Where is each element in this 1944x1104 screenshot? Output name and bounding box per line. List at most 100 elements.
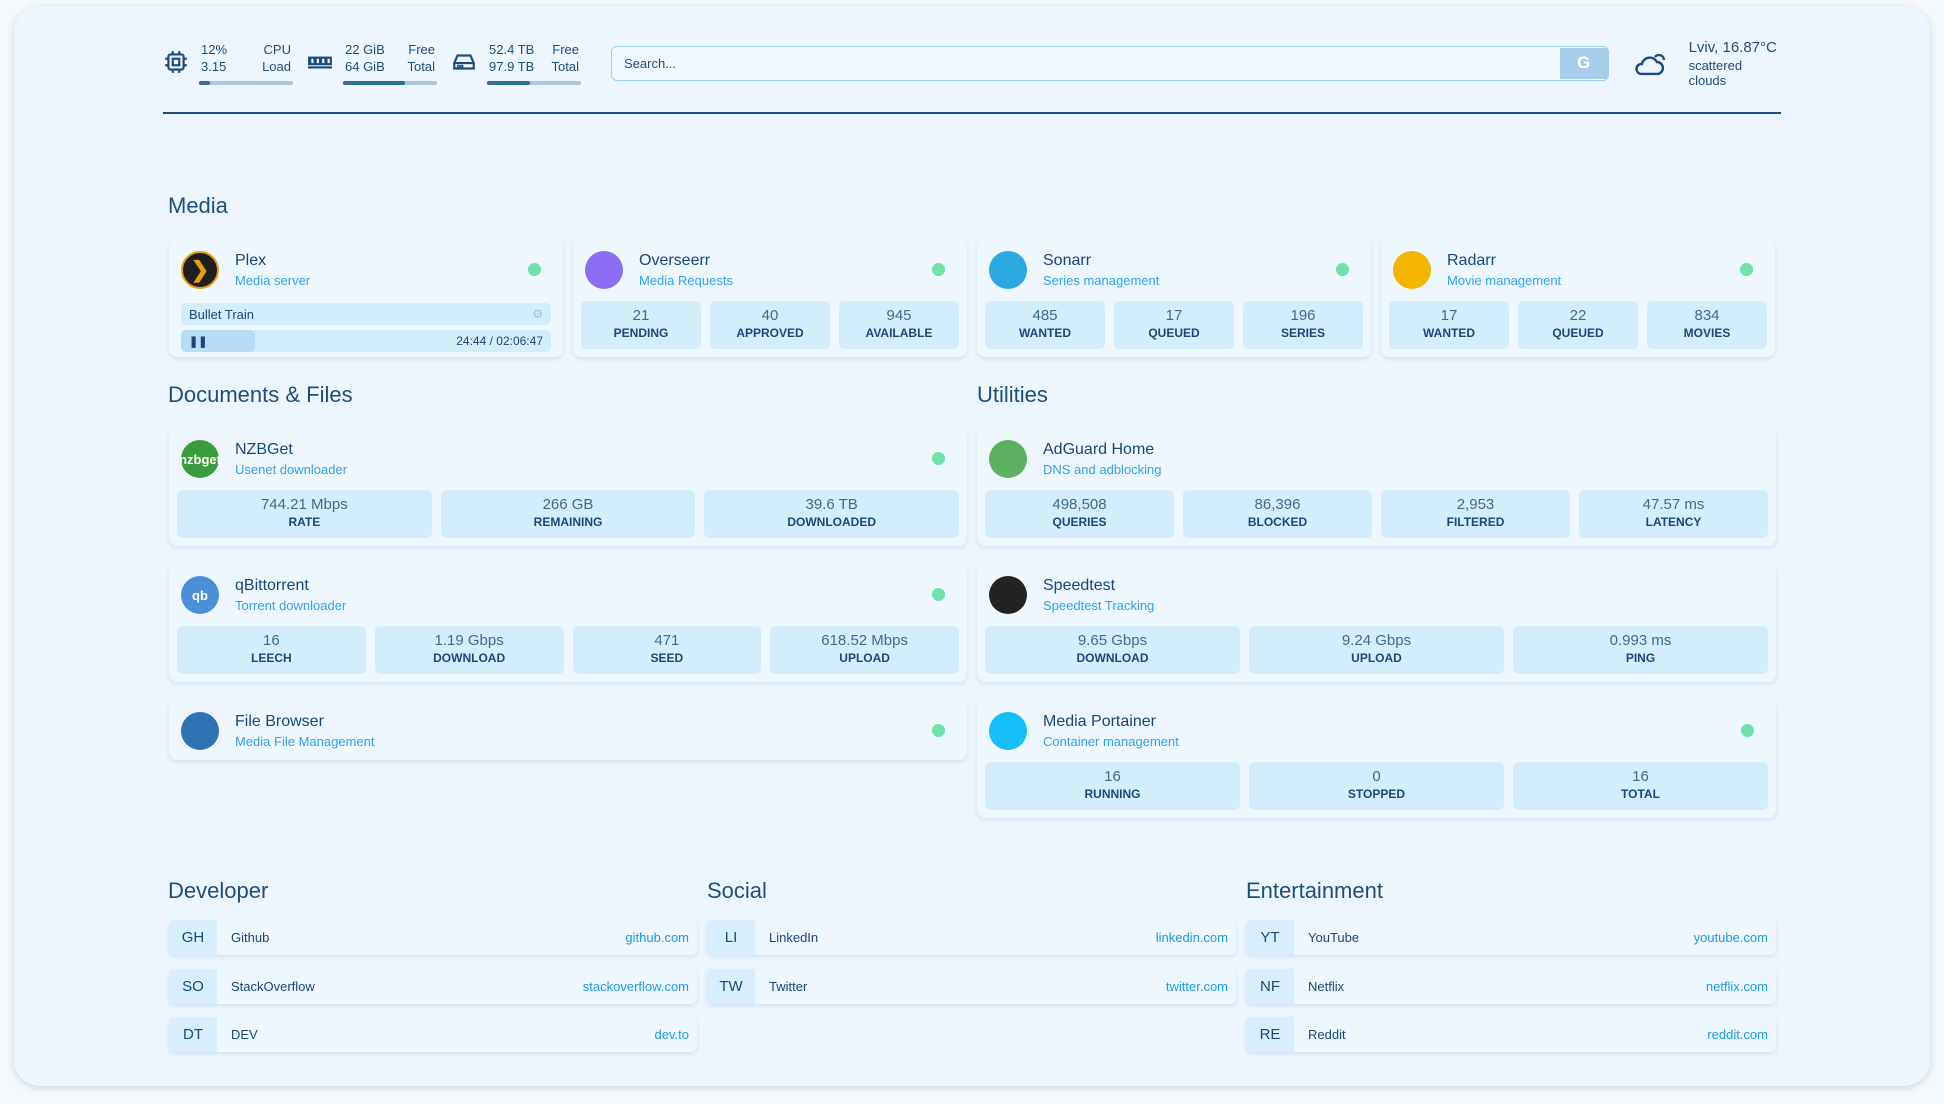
memory-widget: 22 GiB Free 64 GiB Total (307, 41, 437, 85)
stat-blocked: 86,396 BLOCKED (1183, 490, 1372, 538)
stat-wanted: 485 WANTED (985, 301, 1105, 349)
bookmark-url[interactable]: linkedin.com (1155, 930, 1228, 945)
status-indicator (932, 588, 945, 601)
stat-value: 17 (1440, 307, 1458, 324)
disk-widget: 52.4 TB Free 97.9 TB Total (451, 41, 581, 85)
service-name: qBittorrent (235, 577, 309, 594)
bookmark-url[interactable]: twitter.com (1165, 978, 1228, 994)
free-label: Free (408, 42, 435, 57)
bookmark-url[interactable]: stackoverflow.com (582, 978, 689, 994)
service-card-radarr[interactable]: Radarr Movie management 17 WANTED 22 QUEUED 8… (1381, 239, 1775, 357)
section-title-documents: Documents & Files (168, 382, 353, 407)
stat-filtered: 2,953 FILTERED (1381, 490, 1570, 538)
stat-seed: 471 SEED (572, 626, 762, 674)
section-title-media: Media (168, 193, 228, 218)
service-subtitle: Usenet downloader (235, 462, 348, 477)
service-subtitle: Torrent downloader (235, 598, 347, 613)
stat-label: PING (1625, 651, 1656, 665)
playback-progress (181, 330, 255, 352)
bookmark-name: Netflix (1308, 978, 1345, 994)
bookmark-abbr: RE (1246, 1017, 1294, 1052)
memory-bar (343, 81, 437, 85)
stat-total: 16 TOTAL (1513, 762, 1768, 810)
playback-bar[interactable]: ❚❚ 24:44 / 02:06:47 (181, 330, 551, 352)
stat-value: 266 GB (542, 496, 594, 513)
stats-row: 744.21 Mbps RATE 266 GB REMAINING 39.6 TB DOW… (177, 490, 960, 538)
bookmark-url[interactable]: netflix.com (1705, 978, 1768, 994)
status-indicator (932, 452, 945, 465)
bookmark-twitter[interactable]: TW Twitter twitter.com (707, 968, 1236, 1004)
stats-row: 16 LEECH 1.19 Gbps DOWNLOAD 471 SEED 618.52 Mb… (177, 626, 959, 674)
service-name: Radarr (1447, 252, 1496, 269)
pause-icon[interactable]: ❚❚ (189, 335, 208, 348)
bookmark-url[interactable]: reddit.com (1707, 1027, 1768, 1042)
stat-label: TOTAL (1621, 787, 1660, 801)
search-engine-button[interactable]: G (1559, 47, 1608, 79)
service-subtitle: DNS and adblocking (1043, 462, 1162, 477)
bookmark-abbr: DT (169, 1017, 217, 1052)
service-name: Plex (235, 252, 267, 269)
cpu-bar (199, 81, 293, 85)
total-label: Total (407, 59, 435, 74)
stat-label: FILTERED (1446, 515, 1505, 529)
stat-running: 16 RUNNING (985, 762, 1240, 810)
stat-value: 16 (263, 632, 280, 649)
service-card-sonarr[interactable]: Sonarr Series management 485 WANTED 17 QUEUE… (977, 239, 1371, 357)
status-indicator (1741, 724, 1754, 737)
bookmark-url[interactable]: youtube.com (1693, 930, 1768, 945)
section-title-entertainment: Entertainment (1246, 878, 1383, 903)
weather-description: scattered clouds (1688, 57, 1743, 88)
file-browser-icon (181, 712, 219, 750)
stat-label: DOWNLOAD (433, 651, 506, 665)
stats-row: 16 RUNNING 0 STOPPED 16 TOTAL (985, 762, 1768, 810)
bookmark-stackoverflow[interactable]: SO StackOverflow stackoverflow.com (169, 968, 697, 1004)
bookmark-name: LinkedIn (769, 930, 819, 945)
bookmark-github[interactable]: GH Github github.com (169, 920, 697, 955)
bookmark-reddit[interactable]: RE Reddit reddit.com (1246, 1017, 1776, 1052)
free-label: Free (552, 42, 579, 57)
status-indicator (932, 724, 945, 737)
stat-value: 471 (654, 632, 680, 649)
stat-queries: 498,508 QUERIES (985, 490, 1174, 538)
bookmark-dev[interactable]: DT DEV dev.to (169, 1017, 697, 1052)
bookmark-url[interactable]: dev.to (654, 1027, 689, 1042)
plex-icon: ❯ (181, 251, 219, 289)
page-background (14, 6, 1930, 1086)
bookmark-name: Github (231, 930, 270, 945)
service-card-qbittorrent[interactable]: qb qBittorrent Torrent downloader 16 LEECH… (169, 564, 967, 682)
stat-label: UPLOAD (1351, 651, 1402, 665)
bookmark-linkedin[interactable]: LI LinkedIn linkedin.com (707, 920, 1236, 955)
service-card-filebrowser[interactable]: File Browser Media File Management (169, 700, 967, 760)
stat-available: 945 AVAILABLE (839, 301, 959, 349)
section-title-social: Social (707, 878, 767, 903)
bookmark-name: DEV (231, 1027, 258, 1042)
bookmark-abbr: YT (1246, 920, 1294, 955)
bookmark-netflix[interactable]: NF Netflix netflix.com (1246, 968, 1776, 1004)
service-card-adguard[interactable]: AdGuard Home DNS and adblocking 498,508 QU… (977, 428, 1776, 546)
search-box: G (611, 45, 1609, 81)
service-card-portainer[interactable]: Media Portainer Container management 16 RU… (977, 700, 1776, 818)
service-subtitle: Container management (1043, 734, 1179, 749)
stat-latency: 47.57 ms LATENCY (1579, 490, 1768, 538)
service-card-plex[interactable]: ❯ Plex Media server Bullet Train ⚙ ❚❚ 24:44… (169, 239, 563, 357)
bookmark-youtube[interactable]: YT YouTube youtube.com (1246, 920, 1776, 955)
stat-value: 744.21 Mbps (260, 496, 348, 513)
bookmark-name: YouTube (1308, 930, 1360, 945)
stat-label: REMAINING (533, 515, 603, 529)
stat-label: DOWNLOAD (1076, 651, 1149, 665)
service-name: Media Portainer (1043, 713, 1156, 730)
bookmark-url[interactable]: github.com (625, 930, 689, 945)
service-card-speedtest[interactable]: Speedtest Speedtest Tracking 9.65 Gbps DOW… (977, 564, 1776, 682)
status-indicator (528, 263, 541, 276)
search-input[interactable] (612, 55, 1560, 71)
stat-downloaded: 39.6 TB DOWNLOADED (704, 490, 960, 538)
stat-value: 40 (761, 307, 779, 324)
status-indicator (1740, 263, 1753, 276)
stat-label: PENDING (613, 326, 669, 340)
cloud-icon (1634, 53, 1665, 76)
service-card-overseerr[interactable]: Overseerr Media Requests 21 PENDING 40 APPRO… (573, 239, 967, 357)
stat-value: 1.19 Gbps (434, 632, 504, 649)
stats-row: 21 PENDING 40 APPROVED 945 AVAILABLE (581, 301, 959, 349)
qbittorrent-icon: qb (181, 576, 219, 614)
service-card-nzbget[interactable]: nzbget NZBGet Usenet downloader 744.21 Mb… (169, 428, 967, 546)
